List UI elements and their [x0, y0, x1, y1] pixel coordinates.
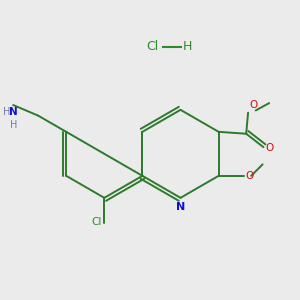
- Text: H: H: [10, 120, 17, 130]
- Text: H: H: [182, 40, 192, 53]
- Text: Cl: Cl: [91, 217, 101, 227]
- Text: O: O: [249, 100, 257, 110]
- Text: O: O: [265, 143, 273, 153]
- Text: N: N: [9, 107, 18, 117]
- Text: N: N: [176, 202, 185, 212]
- Text: O: O: [245, 171, 253, 181]
- Text: H: H: [3, 107, 10, 117]
- Text: Cl: Cl: [146, 40, 158, 53]
